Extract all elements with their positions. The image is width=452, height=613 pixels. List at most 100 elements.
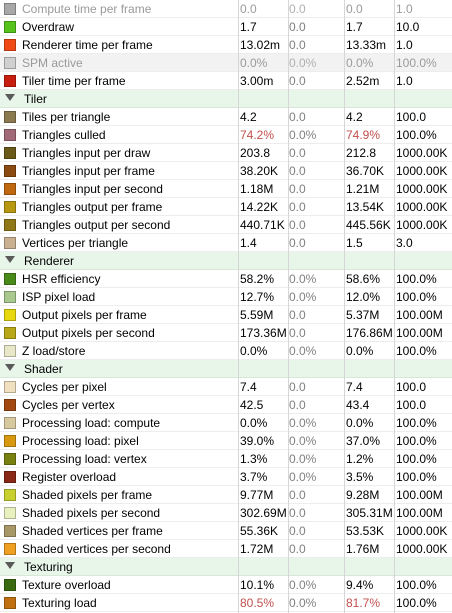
counter-value-2: 0.0% [289,578,317,592]
counter-row[interactable]: SPM active 0.0% 0.0% 0.0% 100.0% [0,54,452,72]
counter-row[interactable]: Processing load: vertex 1.3% 0.0% 1.2% 100.0… [0,450,452,468]
color-swatch[interactable] [4,201,16,213]
counter-row[interactable]: Processing load: pixel 39.0% 0.0% 37.0% 100.… [0,432,452,450]
counter-value-2: 0.0 [289,488,306,502]
counter-value-2: 0.0% [289,470,317,484]
color-swatch[interactable] [4,75,16,87]
counter-value-1: 1.18M [240,182,274,196]
counter-row[interactable]: Z load/store 0.0% 0.0% 0.0% 100.0% [0,342,452,360]
color-swatch[interactable] [4,381,16,393]
chevron-down-icon[interactable] [5,256,15,263]
counter-value-4: 100.0% [396,272,437,286]
color-swatch[interactable] [4,579,16,591]
color-swatch[interactable] [4,219,16,231]
counter-row[interactable]: Cycles per pixel 7.4 0.0 7.4 100.0 [0,378,452,396]
counter-value-4: 1.0 [396,38,413,52]
counter-row[interactable]: Triangles input per frame 38.20K 0.0 36.70K… [0,162,452,180]
counter-row[interactable]: Vertices per triangle 1.4 0.0 1.5 3.0 [0,234,452,252]
counter-name: Shaded vertices per frame [22,524,163,538]
color-swatch[interactable] [4,327,16,339]
counter-row[interactable]: Tiles per triangle 4.2 0.0 4.2 100.0 [0,108,452,126]
counter-row[interactable]: Overdraw 1.7 0.0 1.7 10.0 [0,18,452,36]
color-swatch[interactable] [4,291,16,303]
counter-value-2: 0.0 [289,38,306,52]
color-swatch[interactable] [4,273,16,285]
color-swatch[interactable] [4,129,16,141]
counter-row[interactable]: Shaded vertices per second 1.72M 0.0 1.76M 1… [0,540,452,558]
color-swatch[interactable] [4,183,16,195]
counter-value-3: 0.0% [346,416,374,430]
color-swatch[interactable] [4,3,16,15]
counter-value-2: 0.0 [289,398,306,412]
color-swatch[interactable] [4,417,16,429]
counter-value-4: 1000.00K [396,524,448,538]
counter-row[interactable]: Shaded vertices per frame 55.36K 0.0 53.53K… [0,522,452,540]
color-swatch[interactable] [4,471,16,483]
counter-name: Renderer time per frame [22,38,153,52]
counter-row[interactable]: Texturing load 80.5% 0.0% 81.7% 100.0% [0,594,452,612]
color-swatch[interactable] [4,21,16,33]
counter-row[interactable]: Renderer time per frame 13.02m 0.0 13.33m 1.… [0,36,452,54]
color-swatch[interactable] [4,165,16,177]
color-swatch[interactable] [4,543,16,555]
color-swatch[interactable] [4,147,16,159]
counter-row[interactable]: Triangles output per frame 14.22K 0.0 13.54… [0,198,452,216]
counter-value-1: 1.72M [240,542,274,556]
color-swatch[interactable] [4,525,16,537]
counter-row[interactable]: Triangles output per second 440.71K 0.0 445… [0,216,452,234]
counter-row[interactable]: ISP pixel load 12.7% 0.0% 12.0% 100.0% [0,288,452,306]
counter-row[interactable]: Shaded pixels per frame 9.77M 0.0 9.28M 100.… [0,486,452,504]
counter-row[interactable]: Output pixels per second 173.36M 0.0 176.86… [0,324,452,342]
color-swatch[interactable] [4,453,16,465]
color-swatch[interactable] [4,111,16,123]
chevron-down-icon[interactable] [5,364,15,371]
color-swatch[interactable] [4,237,16,249]
counter-value-2: 0.0% [289,128,317,142]
group-header-renderer[interactable]: Renderer [0,252,452,270]
counter-name: HSR efficiency [22,272,101,286]
group-label: Renderer [24,254,75,268]
counter-row[interactable]: Triangles culled 74.2% 0.0% 74.9% 100.0% [0,126,452,144]
counter-value-2: 0.0% [289,344,317,358]
counter-row[interactable]: Cycles per vertex 42.5 0.0 43.4 100.0 [0,396,452,414]
color-swatch[interactable] [4,39,16,51]
counter-value-3: 36.70K [346,164,385,178]
counter-name: Tiles per triangle [22,110,111,124]
counter-value-4: 100.0 [396,398,427,412]
color-swatch[interactable] [4,507,16,519]
chevron-down-icon[interactable] [5,562,15,569]
group-header-tiler[interactable]: Tiler [0,90,452,108]
counter-value-4: 1.0 [396,2,413,16]
color-swatch[interactable] [4,597,16,609]
counter-row[interactable]: Texture overload 10.1% 0.0% 9.4% 100.0% [0,576,452,594]
counter-name: Shaded pixels per second [22,506,161,520]
counter-row[interactable]: HSR efficiency 58.2% 0.0% 58.6% 100.0% [0,270,452,288]
chevron-down-icon[interactable] [5,94,15,101]
color-swatch[interactable] [4,399,16,411]
counter-value-3: 81.7% [346,596,381,610]
counter-value-4: 100.00M [396,326,443,340]
counter-value-1: 203.8 [240,146,271,160]
counter-row[interactable]: Compute time per frame 0.0 0.0 0.0 1.0 [0,0,452,18]
color-swatch[interactable] [4,345,16,357]
counter-row[interactable]: Triangles input per draw 203.8 0.0 212.8 100… [0,144,452,162]
counter-value-3: 1.5 [346,236,363,250]
color-swatch[interactable] [4,489,16,501]
counter-row[interactable]: Processing load: compute 0.0% 0.0% 0.0% 100.… [0,414,452,432]
color-swatch[interactable] [4,57,16,69]
color-swatch[interactable] [4,309,16,321]
counter-row[interactable]: Register overload 3.7% 0.0% 3.5% 100.0% [0,468,452,486]
color-swatch[interactable] [4,435,16,447]
counter-row[interactable]: Output pixels per frame 5.59M 0.0 5.37M 100.… [0,306,452,324]
column-divider [238,0,239,613]
counter-row[interactable]: Triangles input per second 1.18M 0.0 1.21M 1… [0,180,452,198]
counter-value-3: 176.86M [346,326,393,340]
counter-value-1: 302.69M [240,506,287,520]
counter-value-2: 0.0 [289,236,306,250]
counter-value-3: 212.8 [346,146,377,160]
counter-row[interactable]: Shaded pixels per second 302.69M 0.0 305.31… [0,504,452,522]
group-header-texturing[interactable]: Texturing [0,558,452,576]
group-header-shader[interactable]: Shader [0,360,452,378]
counter-row[interactable]: Tiler time per frame 3.00m 0.0 2.52m 1.0 [0,72,452,90]
counter-value-1: 4.2 [240,110,257,124]
